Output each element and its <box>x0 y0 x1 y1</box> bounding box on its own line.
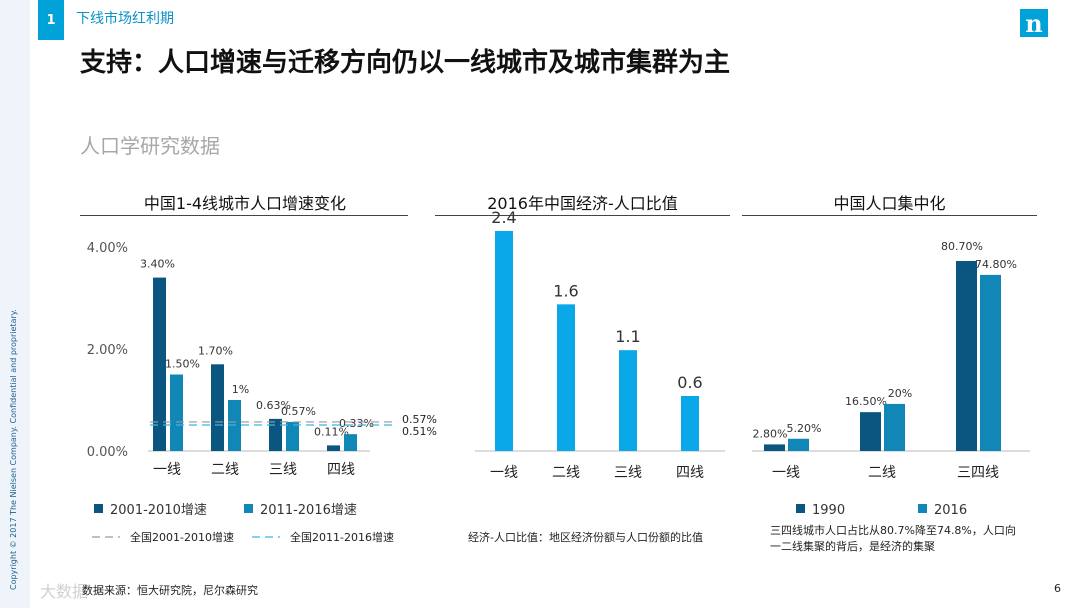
chart1-data-label: 0.11% <box>314 425 349 438</box>
chart3-bar-一线-2016 <box>788 438 809 451</box>
chart3-bar-一线-1990 <box>764 444 785 451</box>
chart1-legend-ref-label: 全国2011-2016增速 <box>290 530 394 544</box>
chart2-category-label: 一线 <box>490 465 518 481</box>
chart1-data-label: 3.40% <box>140 258 175 271</box>
section-number-badge: 1 <box>38 0 64 40</box>
chart1-bar-一线-1 <box>170 374 183 451</box>
chart3-legend-swatch <box>918 504 927 513</box>
chart1-ytick-label: 0.00% <box>87 445 128 460</box>
section-label: 下线市场红利期 <box>76 11 174 27</box>
chart2-data-label: 1.1 <box>615 327 640 346</box>
chart1-bar-二线-0 <box>211 364 224 451</box>
chart3-footnote-line2: 一二线集聚的背后，是经济的集聚 <box>770 540 935 553</box>
chart1-ytick-label: 2.00% <box>87 343 128 358</box>
chart3-category-label: 一线 <box>772 465 800 481</box>
chart2-data-label: 0.6 <box>677 373 702 392</box>
sidebar-strip <box>0 0 30 608</box>
chart3-category-label: 二线 <box>868 465 896 481</box>
chart3-legend-swatch <box>796 504 805 513</box>
chart1-category-label: 三线 <box>269 462 297 478</box>
chart1-category-label: 四线 <box>327 462 355 478</box>
chart3-bar-二线-2016 <box>884 403 905 451</box>
chart1-legend-swatch <box>244 504 253 513</box>
page-number: 6 <box>1054 582 1061 595</box>
chart2-footnote: 经济-人口比值：地区经济份额与人口份额的比值 <box>468 531 703 544</box>
chart1-category-label: 一线 <box>153 462 181 478</box>
chart2-bar-二线 <box>557 304 575 451</box>
chart3-data-label: 80.70% <box>941 240 983 253</box>
chart2-data-label: 1.6 <box>553 281 578 300</box>
chart2-bar-一线 <box>495 231 513 451</box>
chart3-title-rule <box>742 215 1037 216</box>
chart1-data-label: 0.33% <box>339 417 374 430</box>
chart3-bar-三四线-1990 <box>956 261 977 451</box>
chart1-data-label: 0.57% <box>281 405 316 418</box>
chart2-bar-三线 <box>619 350 637 451</box>
page-title: 支持：人口增速与迁移方向仍以一线城市及城市集群为主 <box>80 48 731 78</box>
chart2-category-label: 四线 <box>676 465 704 481</box>
chart2-title: 2016年中国经济-人口比值 <box>487 194 678 213</box>
chart3-footnote-line1: 三四线城市人口占比从80.7%降至74.8%，人口向 <box>770 524 1016 537</box>
chart2-data-label: 2.4 <box>491 208 516 227</box>
chart1-data-label: 1.50% <box>165 358 200 371</box>
chart3-bar-二线-1990 <box>860 412 881 451</box>
chart1-bar-一线-0 <box>153 277 166 451</box>
chart2-title-rule <box>435 215 730 216</box>
chart1-category-label: 二线 <box>211 462 239 478</box>
chart1-data-label: 1% <box>232 383 249 396</box>
watermark: 大数据 <box>40 582 89 601</box>
chart3-data-label: 16.50% <box>845 395 887 408</box>
chart1-bar-四线-1 <box>344 434 357 451</box>
chart1-legend-swatch <box>94 504 103 513</box>
chart1-legend-label: 2001-2010增速 <box>110 503 207 518</box>
chart1-ytick-label: 4.00% <box>87 241 128 256</box>
chart3-title: 中国人口集中化 <box>833 194 946 213</box>
source-note: 数据来源：恒大研究院，尼尔森研究 <box>82 584 258 597</box>
chart3-bar-三四线-2016 <box>980 274 1001 451</box>
chart2-bar-四线 <box>681 396 699 451</box>
chart3-data-label: 20% <box>888 387 912 400</box>
chart2-category-label: 二线 <box>552 465 580 481</box>
chart3-category-label: 三四线 <box>957 465 999 481</box>
chart3-data-label: 74.80% <box>975 258 1017 271</box>
chart1-data-label: 0.63% <box>256 399 291 412</box>
chart1-bar-四线-0 <box>327 445 340 451</box>
chart2-category-label: 三线 <box>614 465 642 481</box>
chart1-title: 中国1-4线城市人口增速变化 <box>143 194 347 213</box>
chart3-legend-label: 2016 <box>934 503 967 518</box>
chart1-ref-label: 0.51% <box>402 425 437 438</box>
chart1-legend-label: 2011-2016增速 <box>260 503 357 518</box>
page-subtitle: 人口学研究数据 <box>80 134 220 158</box>
chart3-data-label: 2.80% <box>753 427 788 440</box>
chart1-ref-label: 0.57% <box>402 413 437 426</box>
chart1-bar-三线-0 <box>269 418 282 451</box>
chart1-legend-ref-label: 全国2001-2010增速 <box>130 530 234 544</box>
chart3-legend-label: 1990 <box>812 503 845 518</box>
nielsen-logo: n <box>1020 9 1048 38</box>
chart1-data-label: 1.70% <box>198 344 233 357</box>
chart1-bar-三线-1 <box>286 421 299 451</box>
chart3-data-label: 5.20% <box>787 422 822 435</box>
chart1-title-rule <box>80 215 408 216</box>
